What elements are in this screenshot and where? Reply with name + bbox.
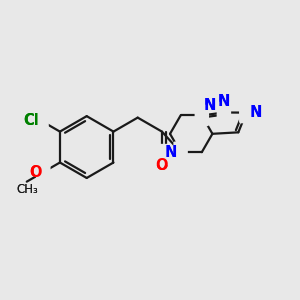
Text: N: N bbox=[165, 145, 177, 160]
Text: Cl: Cl bbox=[23, 113, 39, 128]
Text: CH₃: CH₃ bbox=[16, 183, 38, 196]
Text: N: N bbox=[218, 94, 230, 109]
Text: Cl: Cl bbox=[23, 113, 39, 128]
Text: O: O bbox=[29, 165, 42, 180]
Text: N: N bbox=[203, 98, 216, 112]
Text: N: N bbox=[203, 98, 216, 113]
Text: O: O bbox=[156, 158, 168, 173]
Text: N: N bbox=[218, 94, 230, 109]
Text: O: O bbox=[29, 165, 42, 180]
Text: O: O bbox=[156, 158, 168, 173]
Text: CH₃: CH₃ bbox=[16, 183, 38, 196]
Text: N: N bbox=[250, 105, 262, 120]
Text: N: N bbox=[165, 145, 177, 160]
Text: N: N bbox=[250, 105, 262, 120]
